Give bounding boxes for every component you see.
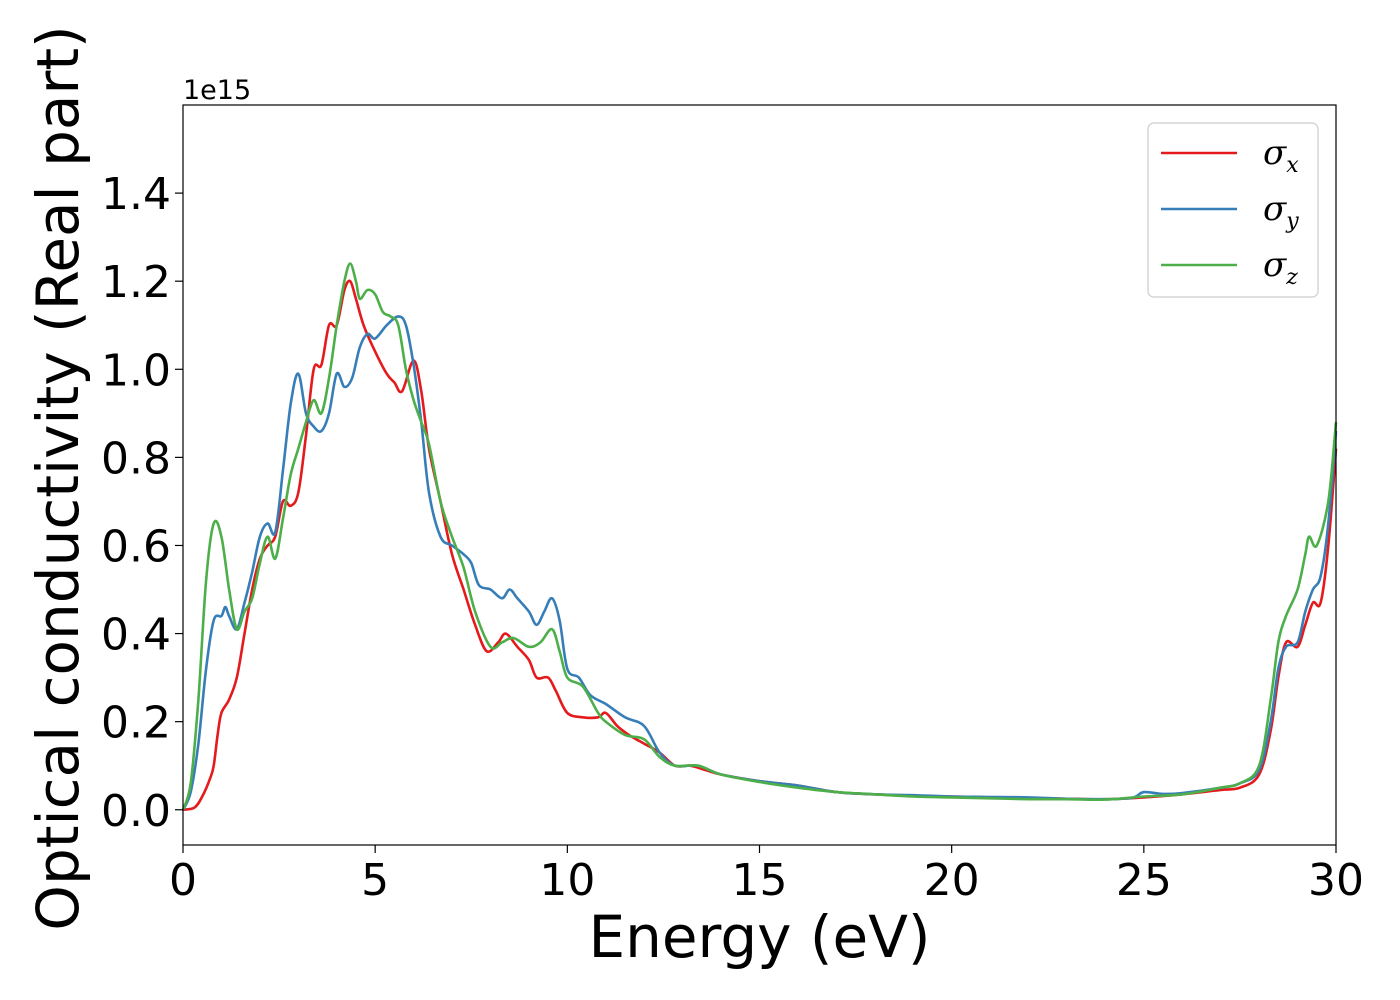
y-axis: 0.0 0.2 0.4 0.6 0.8 1.0 1.2 1.4 (101, 169, 183, 837)
y-tick-label: 0.2 (101, 698, 171, 749)
legend-label-z: σz (1263, 245, 1298, 290)
y-tick-label: 0.6 (101, 521, 171, 572)
x-axis: 0 5 10 15 20 25 30 (169, 845, 1364, 906)
x-tick-label: 15 (732, 855, 788, 906)
series-line-z (181, 262, 1338, 811)
x-tick-label: 25 (1116, 855, 1172, 906)
y-tick-label: 0.0 (101, 786, 171, 837)
series-layer (181, 262, 1338, 812)
y-tick-label: 0.8 (101, 433, 171, 484)
y-tick-label: 1.2 (101, 257, 171, 308)
legend-label-x: σx (1263, 133, 1299, 178)
legend: σx σy σz (1147, 122, 1319, 298)
legend-label-y: σy (1263, 189, 1299, 234)
x-tick-label: 5 (361, 855, 389, 906)
x-tick-label: 30 (1308, 855, 1364, 906)
series-line-y (181, 315, 1338, 811)
x-tick-label: 10 (539, 855, 595, 906)
y-tick-label: 1.4 (101, 169, 171, 220)
y-tick-label: 0.4 (101, 610, 171, 661)
x-tick-label: 0 (169, 855, 197, 906)
x-tick-label: 20 (924, 855, 980, 906)
x-axis-title: Energy (eV) (588, 903, 930, 971)
y-axis-title: Optical conductivity (Real part) (24, 25, 92, 930)
y-tick-label: 1.0 (101, 345, 171, 396)
y-offset-label: 1e15 (183, 75, 251, 106)
